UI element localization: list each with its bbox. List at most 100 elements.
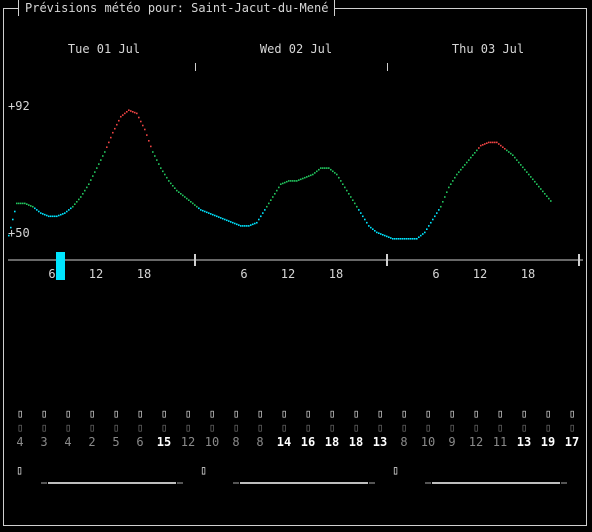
forecast-column: ▯ ▯ 8 bbox=[248, 407, 272, 449]
temperature-point bbox=[222, 217, 224, 220]
temperature-point bbox=[356, 205, 358, 208]
hour-label: 18 bbox=[520, 267, 536, 281]
temperature-point bbox=[206, 211, 208, 214]
temperature-point bbox=[232, 221, 234, 224]
precip-icon: ▯ bbox=[400, 421, 408, 434]
temperature-point bbox=[164, 173, 166, 176]
precip-icon: ▯ bbox=[304, 421, 312, 434]
temperature-point bbox=[500, 144, 502, 147]
temperature-point bbox=[418, 236, 420, 238]
forecast-column: ▯ ▯ 6 bbox=[128, 407, 152, 449]
temperature-point bbox=[202, 209, 204, 212]
temperature-point bbox=[330, 168, 332, 171]
temperature-point bbox=[484, 143, 486, 145]
temperature-point bbox=[446, 191, 448, 193]
temperature-point bbox=[440, 205, 442, 208]
temperature-point bbox=[118, 119, 120, 122]
temperature-point bbox=[302, 177, 304, 180]
temperature-point bbox=[442, 201, 444, 203]
temperature-point bbox=[534, 180, 536, 183]
temperature-point bbox=[98, 163, 100, 165]
temperature-point bbox=[362, 215, 364, 218]
forecast-temp: 16 bbox=[300, 435, 316, 449]
day-progress-bar bbox=[41, 482, 183, 484]
temperature-point bbox=[472, 154, 474, 156]
temperature-point bbox=[30, 205, 32, 207]
temperature-point bbox=[224, 218, 226, 221]
temperature-point bbox=[28, 204, 30, 206]
temperature-point bbox=[108, 141, 110, 144]
temperature-point bbox=[178, 191, 180, 193]
temperature-point bbox=[26, 203, 28, 205]
temperature-point bbox=[326, 167, 328, 169]
temperature-point bbox=[364, 218, 366, 221]
weather-icon: ▯ bbox=[496, 407, 504, 420]
forecast-temp: 8 bbox=[400, 435, 408, 449]
precip-icon: ▯ bbox=[88, 421, 96, 434]
temperature-point bbox=[216, 215, 218, 218]
temperature-point bbox=[448, 186, 450, 189]
forecast-temp: 5 bbox=[112, 435, 120, 449]
weather-icon: ▯ bbox=[40, 407, 48, 420]
precip-icon: ▯ bbox=[472, 421, 480, 434]
temperature-point bbox=[58, 214, 60, 217]
temperature-point bbox=[294, 180, 296, 182]
temperature-point bbox=[100, 159, 102, 161]
temperature-point bbox=[244, 225, 246, 227]
temperature-point bbox=[110, 136, 112, 139]
temperature-point bbox=[296, 180, 298, 182]
forecast-temp: 4 bbox=[64, 435, 72, 449]
precip-icon: ▯ bbox=[424, 421, 432, 434]
weather-icon: ▯ bbox=[424, 407, 432, 420]
temperature-point bbox=[360, 212, 362, 214]
temperature-point bbox=[514, 156, 516, 159]
temperature-point bbox=[406, 238, 408, 240]
temperature-point bbox=[536, 183, 538, 185]
forecast-temp: 12 bbox=[180, 435, 196, 449]
temperature-point bbox=[486, 142, 488, 144]
temperature-point bbox=[428, 225, 430, 227]
weather-icon: ▯ bbox=[280, 407, 288, 420]
forecast-column: ▯ ▯ 8 bbox=[224, 407, 248, 449]
temperature-point bbox=[382, 234, 384, 236]
temperature-point bbox=[348, 193, 350, 195]
temperature-point bbox=[190, 201, 192, 203]
temperature-point bbox=[132, 111, 134, 113]
temperature-point bbox=[474, 152, 476, 154]
day-separator-tick bbox=[387, 63, 388, 71]
forecast-column: ▯ ▯ 15 bbox=[152, 407, 176, 449]
day-weather-icon: ▯ bbox=[200, 463, 208, 477]
temperature-point bbox=[300, 178, 302, 181]
temperature-point bbox=[528, 173, 530, 176]
temperature-point bbox=[14, 210, 16, 213]
temperature-point bbox=[482, 144, 484, 146]
forecast-temp: 8 bbox=[232, 435, 240, 449]
temperature-point bbox=[16, 202, 18, 205]
hour-label: 18 bbox=[328, 267, 344, 281]
forecast-column: ▯ ▯ 16 bbox=[296, 407, 320, 449]
temperature-point bbox=[290, 180, 292, 182]
weather-icon: ▯ bbox=[184, 407, 192, 420]
temperature-point bbox=[194, 204, 196, 206]
temperature-point bbox=[530, 176, 532, 178]
temperature-point bbox=[152, 151, 154, 153]
temperature-point bbox=[228, 220, 230, 222]
temperature-point bbox=[438, 209, 440, 211]
temperature-point bbox=[84, 189, 86, 192]
precip-icon: ▯ bbox=[64, 421, 72, 434]
forecast-column: ▯ ▯ 18 bbox=[344, 407, 368, 449]
temperature-point bbox=[478, 147, 480, 149]
temperature-point bbox=[466, 161, 468, 164]
temperature-point bbox=[250, 224, 252, 226]
temperature-point bbox=[358, 209, 360, 211]
temperature-point bbox=[162, 170, 164, 173]
temperature-point bbox=[160, 167, 162, 169]
temperature-point bbox=[550, 200, 552, 202]
day-label-2: Wed 02 Jul bbox=[259, 42, 333, 56]
temperature-point bbox=[120, 115, 122, 118]
precip-icon: ▯ bbox=[328, 421, 336, 434]
temperature-point bbox=[434, 215, 436, 218]
temperature-point bbox=[86, 186, 88, 189]
temperature-point bbox=[116, 123, 118, 126]
temperature-point bbox=[386, 235, 388, 238]
